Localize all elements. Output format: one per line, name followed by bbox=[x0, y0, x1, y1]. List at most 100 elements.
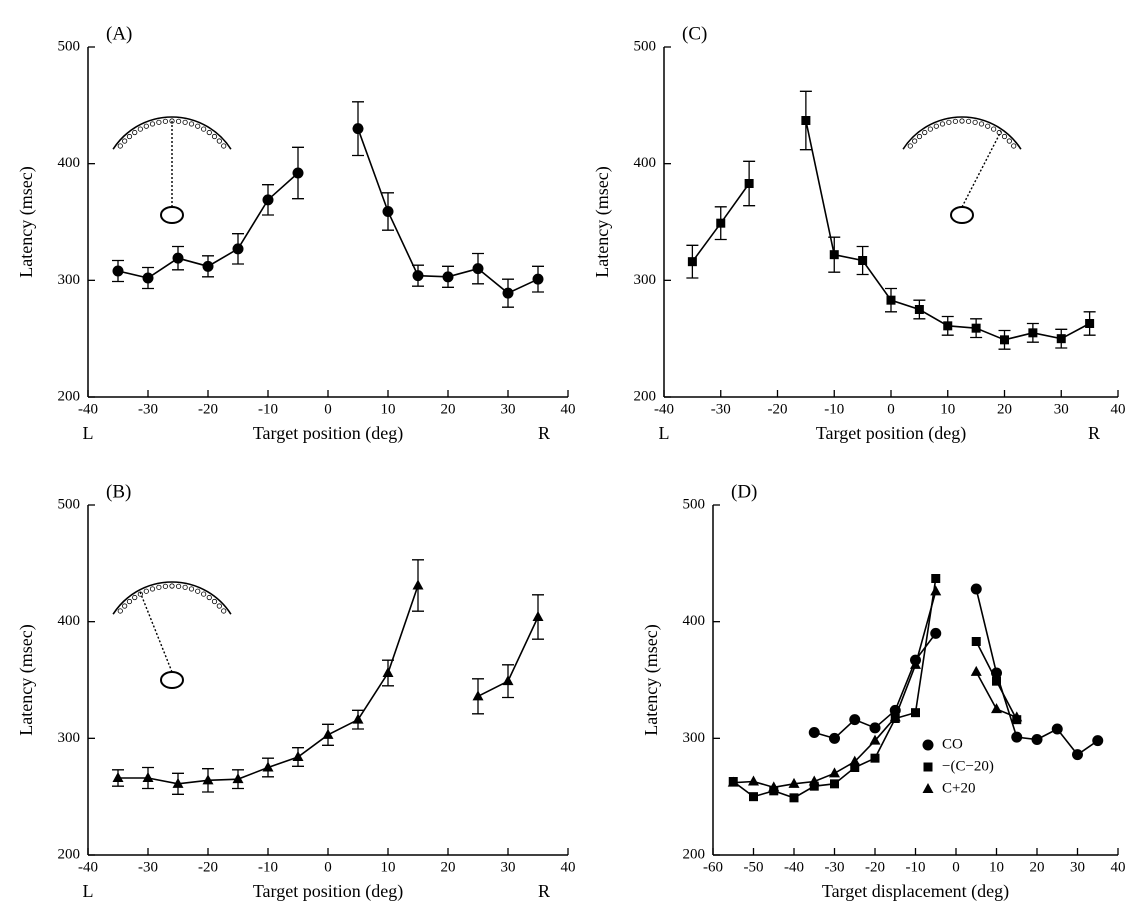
x-tick-label: 10 bbox=[989, 859, 1004, 875]
marker bbox=[970, 583, 982, 595]
y-tick-label: 300 bbox=[634, 272, 657, 288]
screen-arc bbox=[902, 116, 1022, 150]
led bbox=[201, 591, 207, 597]
gaze-line bbox=[961, 130, 1002, 208]
y-tick-label: 200 bbox=[634, 388, 657, 404]
x-tick-label: -40 bbox=[78, 859, 98, 875]
marker bbox=[870, 753, 880, 763]
x-tick-label: -30 bbox=[711, 401, 731, 417]
panel-title: (B) bbox=[106, 481, 131, 502]
x-tick-label: 10 bbox=[381, 401, 396, 417]
marker bbox=[850, 763, 860, 772]
led bbox=[211, 598, 218, 605]
marker bbox=[849, 714, 861, 726]
y-tick-label: 500 bbox=[58, 38, 81, 54]
led bbox=[1001, 133, 1008, 140]
marker bbox=[910, 658, 921, 669]
marker bbox=[687, 257, 697, 267]
marker bbox=[1031, 734, 1043, 745]
marker bbox=[472, 690, 484, 701]
x-tick-label: 20 bbox=[1030, 859, 1045, 875]
led bbox=[188, 121, 195, 127]
led bbox=[143, 588, 149, 594]
led bbox=[169, 118, 175, 124]
y-axis-label: Latency (msec) bbox=[16, 166, 37, 277]
marker bbox=[532, 611, 544, 621]
marker bbox=[1085, 319, 1095, 328]
led bbox=[939, 121, 946, 127]
y-tick-label: 200 bbox=[683, 846, 706, 862]
led bbox=[143, 123, 149, 129]
marker bbox=[142, 772, 154, 782]
x-tick-label: -40 bbox=[784, 859, 804, 875]
led bbox=[122, 138, 128, 144]
marker bbox=[829, 250, 839, 260]
marker bbox=[971, 323, 981, 333]
marker bbox=[382, 667, 394, 677]
x-axis-label: Target position (deg) bbox=[816, 423, 966, 444]
x-tick-label: -50 bbox=[744, 859, 764, 875]
x-tick-label: 0 bbox=[887, 401, 895, 417]
marker bbox=[943, 321, 953, 331]
screen-arc bbox=[112, 116, 232, 150]
y-tick-label: 200 bbox=[58, 388, 81, 404]
y-tick-label: 400 bbox=[58, 155, 81, 171]
eye bbox=[950, 206, 974, 224]
marker bbox=[112, 265, 124, 277]
led bbox=[182, 119, 188, 125]
y-axis-label: Latency (msec) bbox=[641, 624, 662, 735]
x-tick-label: -40 bbox=[78, 401, 98, 417]
marker bbox=[744, 179, 754, 188]
led bbox=[162, 583, 169, 589]
led bbox=[132, 129, 138, 136]
x-tick-label: 40 bbox=[1111, 859, 1126, 875]
x-side-label: L bbox=[83, 423, 94, 443]
marker bbox=[1011, 731, 1023, 743]
eye bbox=[160, 206, 184, 224]
legend-label: C+20 bbox=[942, 780, 975, 796]
legend-marker bbox=[922, 783, 934, 793]
legend-label: CO bbox=[942, 736, 963, 752]
marker bbox=[931, 574, 941, 583]
marker bbox=[142, 272, 154, 284]
led bbox=[182, 584, 188, 590]
led bbox=[126, 598, 133, 605]
panel-title: (D) bbox=[731, 481, 757, 502]
legend-marker bbox=[922, 739, 934, 751]
inset-diagram bbox=[112, 116, 232, 224]
y-tick-label: 500 bbox=[683, 496, 706, 512]
marker bbox=[849, 755, 861, 766]
x-tick-label: -10 bbox=[824, 401, 844, 417]
x-tick-label: -20 bbox=[768, 401, 788, 417]
marker bbox=[830, 779, 839, 789]
led bbox=[991, 126, 997, 132]
marker bbox=[992, 676, 1001, 686]
screen-arc bbox=[112, 581, 232, 615]
x-tick-label: 20 bbox=[441, 859, 456, 875]
marker bbox=[727, 776, 739, 787]
marker bbox=[352, 713, 364, 724]
marker bbox=[991, 703, 1002, 714]
led bbox=[221, 143, 227, 149]
y-tick-label: 300 bbox=[58, 272, 81, 288]
marker bbox=[809, 781, 819, 791]
led bbox=[162, 118, 169, 124]
marker bbox=[970, 665, 982, 676]
marker bbox=[442, 271, 454, 283]
led bbox=[175, 583, 182, 589]
x-side-label: L bbox=[659, 423, 670, 443]
marker bbox=[1000, 335, 1009, 345]
x-tick-label: 30 bbox=[501, 401, 516, 417]
marker bbox=[886, 295, 896, 305]
x-tick-label: -10 bbox=[906, 859, 926, 875]
marker bbox=[292, 167, 304, 179]
marker bbox=[1011, 711, 1023, 722]
x-tick-label: 40 bbox=[1111, 401, 1126, 417]
led bbox=[927, 126, 933, 132]
x-side-label: L bbox=[83, 881, 94, 901]
led bbox=[959, 118, 965, 124]
x-tick-label: 0 bbox=[952, 859, 960, 875]
marker bbox=[829, 732, 840, 744]
marker bbox=[232, 773, 244, 784]
